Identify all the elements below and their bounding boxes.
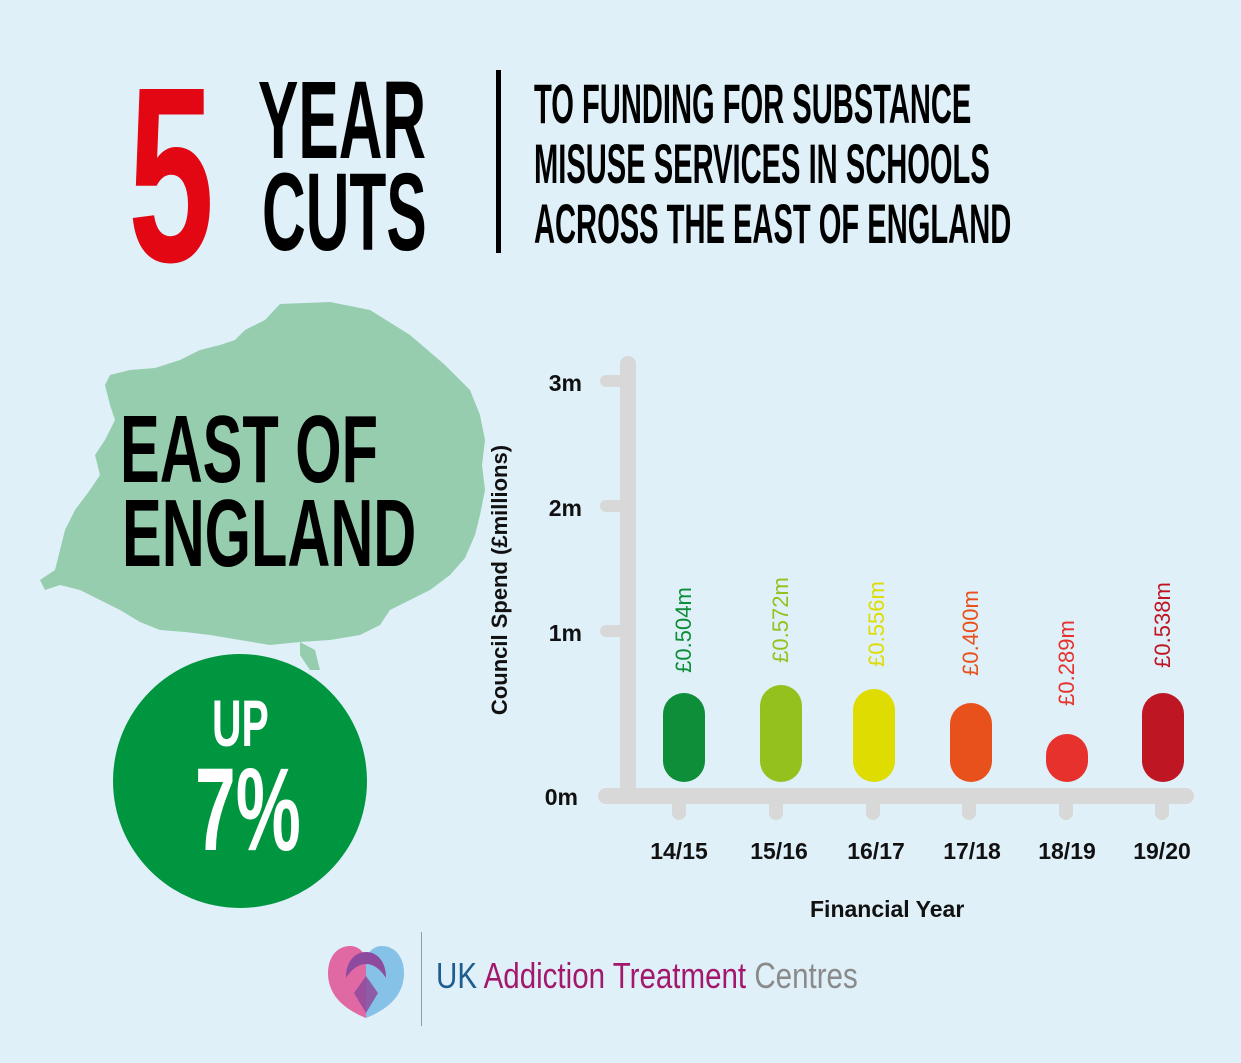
bar-value-label: £0.289m [1054,620,1079,706]
y-tick [600,375,630,387]
y-tick-label: 2m [548,495,582,521]
bar-16-17 [853,689,895,782]
x-tick-label: 17/18 [943,838,1001,864]
headline-year: YEAR [258,59,427,182]
x-tick [1155,798,1169,820]
subtitle-line-1: TO FUNDING FOR SUBSTANCE [534,72,972,135]
x-tick [1059,798,1073,820]
logo-heart-icon [328,946,404,1018]
logo-text-uk: UK [436,955,478,996]
bar-value-label: £0.556m [864,581,889,667]
change-badge [113,654,367,908]
logo-text-addiction-treatment: Addiction Treatment [483,955,747,996]
x-tick [672,798,686,820]
logo-divider [421,932,422,1026]
logo-text: UK Addiction Treatment Centres [436,955,858,997]
x-tick-label: 16/17 [847,838,905,864]
x-axis-title: Financial Year [810,896,965,922]
y-tick-label: 0m [544,784,578,810]
y-axis-title: Council Spend (£millions) [487,444,512,716]
x-tick [866,798,880,820]
region-name-line-2: ENGLAND [122,480,417,587]
x-tick [962,798,976,820]
headline-number: 5 [128,35,214,314]
x-tick-label: 14/15 [650,838,708,864]
bar-value-label: £0.572m [768,577,793,663]
bar-14-15 [663,693,705,782]
bar-19-20 [1142,693,1184,782]
x-tick-label: 18/19 [1038,838,1096,864]
east-of-england-map-icon [40,302,485,670]
y-tick [600,625,630,637]
headline-cuts: CUTS [262,151,427,274]
subtitle-line-2: MISUSE SERVICES IN SCHOOLS [534,132,990,195]
logo-text-centres: Centres [754,955,858,996]
header-divider [496,70,501,253]
y-axis [620,356,636,802]
x-tick-label: 15/16 [750,838,808,864]
bar-value-label: £0.538m [1150,582,1175,668]
change-percent: 7% [195,744,301,876]
bar-15-16 [760,685,802,782]
bar-value-label: £0.504m [671,587,696,673]
bar-value-label: £0.400m [958,590,983,676]
x-axis [598,788,1194,804]
y-tick-label: 1m [548,620,582,646]
y-tick-label: 3m [548,370,582,396]
region-name-line-1: EAST OF [120,396,378,503]
subtitle-line-3: ACROSS THE EAST OF ENGLAND [534,192,1012,255]
y-tick [600,500,630,512]
x-tick [769,798,783,820]
change-direction: UP [212,686,269,760]
bar-18-19 [1046,734,1088,782]
x-tick-label: 19/20 [1133,838,1191,864]
bar-17-18 [950,703,992,782]
